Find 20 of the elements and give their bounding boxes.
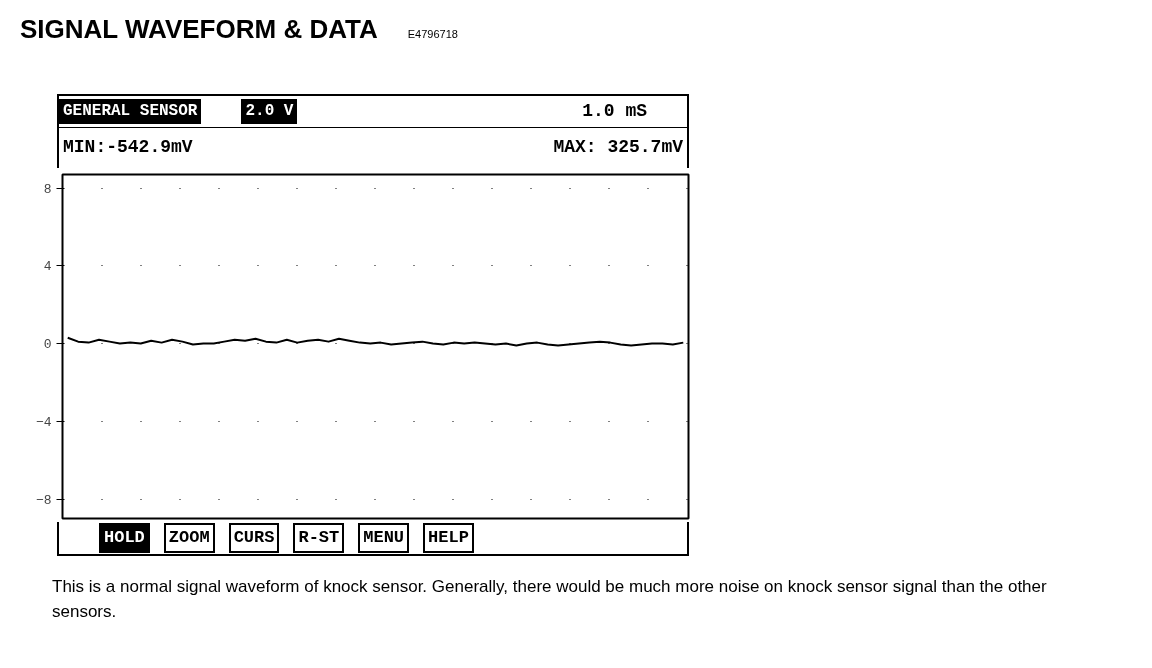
text: MENU	[358, 522, 410, 554]
text: ZOOM	[163, 522, 215, 554]
chart-subtitle: E4796718	[407, 28, 458, 40]
line-series	[66, 336, 685, 347]
text: CURS	[228, 522, 280, 554]
text: HELP	[423, 522, 474, 554]
y-tick-label: 8	[43, 181, 52, 197]
text: GENERAL SENSOR	[59, 99, 202, 124]
y-tick-label: 4	[43, 259, 52, 275]
y-tick-label: −8	[35, 492, 52, 508]
text: MIN:-542.9mV	[63, 136, 193, 160]
text: 2.0 V	[241, 99, 298, 124]
y-tick-label: 0	[43, 337, 52, 353]
text: This is a normal signal waveform of knock sensor. Generally, there would be much more noise on knock sensor signal than the other sensors.	[52, 576, 1048, 623]
text: 1.0 mS	[582, 99, 647, 123]
text: MAX: 325.7mV	[553, 136, 683, 160]
y-tick-label: −4	[35, 414, 52, 430]
text: HOLD	[99, 522, 150, 554]
text: R-ST	[293, 522, 345, 554]
chart-title: SIGNAL WAVEFORM & DATA	[20, 14, 378, 44]
